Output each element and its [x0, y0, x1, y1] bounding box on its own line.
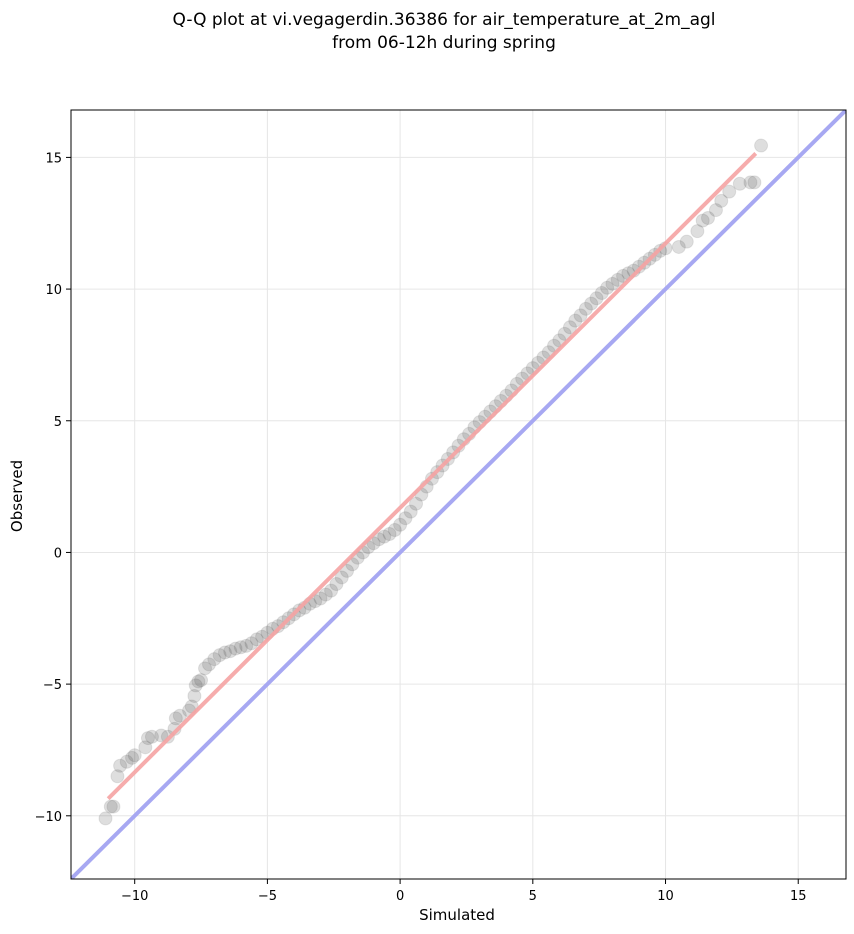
y-tick-label: 5 — [54, 415, 62, 430]
y-tick-label: −5 — [43, 678, 62, 693]
x-tick-label: 5 — [529, 889, 537, 904]
chart-title-line1: Q-Q plot at vi.vegagerdin.36386 for air_… — [172, 10, 715, 30]
data-point — [610, 272, 625, 287]
data-point — [110, 769, 125, 784]
data-point — [313, 591, 328, 606]
data-point — [679, 234, 694, 249]
data-point — [334, 570, 349, 585]
data-point — [194, 673, 209, 688]
data-point — [340, 563, 355, 578]
data-point — [732, 176, 747, 191]
data-point — [172, 708, 187, 723]
data-point — [671, 239, 686, 254]
data-point — [403, 504, 418, 519]
y-tick-label: 0 — [54, 546, 62, 561]
grid — [71, 110, 846, 879]
data-point — [690, 224, 705, 239]
ticks: −10 −5 0 5 10 15 −10 −5 0 5 10 15 — [35, 151, 807, 904]
data-point — [98, 811, 113, 826]
data-point — [568, 313, 583, 328]
data-point — [329, 577, 344, 592]
data-point — [562, 320, 577, 335]
data-point — [239, 638, 254, 653]
data-point — [573, 308, 588, 323]
data-point — [138, 740, 153, 755]
data-point — [233, 640, 248, 655]
data-point — [198, 661, 213, 676]
data-point — [616, 268, 631, 283]
lines — [71, 110, 846, 879]
data-point — [127, 748, 142, 763]
data-point — [187, 688, 202, 703]
data-point — [700, 210, 715, 225]
data-point — [212, 648, 227, 663]
data-point — [589, 291, 604, 306]
points — [98, 138, 769, 826]
data-point — [743, 175, 758, 190]
data-point — [113, 758, 128, 773]
y-axis-label: Observed — [8, 460, 26, 532]
data-point — [377, 529, 392, 544]
data-point — [188, 678, 203, 693]
data-point — [557, 326, 572, 341]
y-tick-label: 15 — [45, 151, 62, 166]
data-point — [387, 523, 402, 538]
data-point — [168, 711, 183, 726]
data-point — [271, 619, 286, 634]
data-point — [754, 138, 769, 153]
data-point — [631, 259, 646, 274]
x-tick-label: 10 — [657, 889, 674, 904]
data-point — [594, 286, 609, 301]
data-point — [228, 641, 243, 656]
data-point — [144, 729, 159, 744]
data-point — [191, 674, 206, 689]
x-axis-label: Simulated — [419, 906, 495, 924]
data-point — [584, 296, 599, 311]
x-tick-label: −5 — [258, 889, 277, 904]
data-point — [714, 193, 729, 208]
data-point — [140, 731, 155, 746]
data-point — [223, 644, 238, 659]
data-point — [371, 532, 386, 547]
data-point — [695, 213, 710, 228]
x-tick-label: 15 — [790, 889, 807, 904]
data-point — [708, 203, 723, 218]
data-point — [324, 583, 339, 598]
data-point — [409, 496, 424, 511]
data-point — [605, 276, 620, 291]
data-point — [393, 517, 408, 532]
data-point — [398, 511, 413, 526]
data-point — [249, 632, 264, 647]
x-tick-label: 0 — [396, 889, 404, 904]
plot-frame — [70, 109, 847, 880]
data-point — [600, 280, 615, 295]
data-point — [106, 799, 121, 814]
reference-line — [71, 110, 846, 879]
y-tick-label: 10 — [45, 283, 62, 298]
data-point — [154, 728, 169, 743]
data-point — [207, 652, 222, 667]
data-point — [382, 527, 397, 542]
data-point — [747, 175, 762, 190]
data-point — [103, 799, 118, 814]
data-point — [318, 587, 333, 602]
data-point — [125, 750, 140, 765]
fit-line — [106, 152, 758, 801]
x-tick-label: −10 — [121, 889, 148, 904]
data-point — [722, 184, 737, 199]
data-point — [217, 645, 232, 660]
data-point — [202, 657, 217, 672]
data-point — [578, 301, 593, 316]
data-point — [119, 754, 134, 769]
chart-title-line2: from 06-12h during spring — [332, 33, 556, 53]
data-point — [244, 636, 259, 651]
y-tick-label: −10 — [35, 810, 62, 825]
